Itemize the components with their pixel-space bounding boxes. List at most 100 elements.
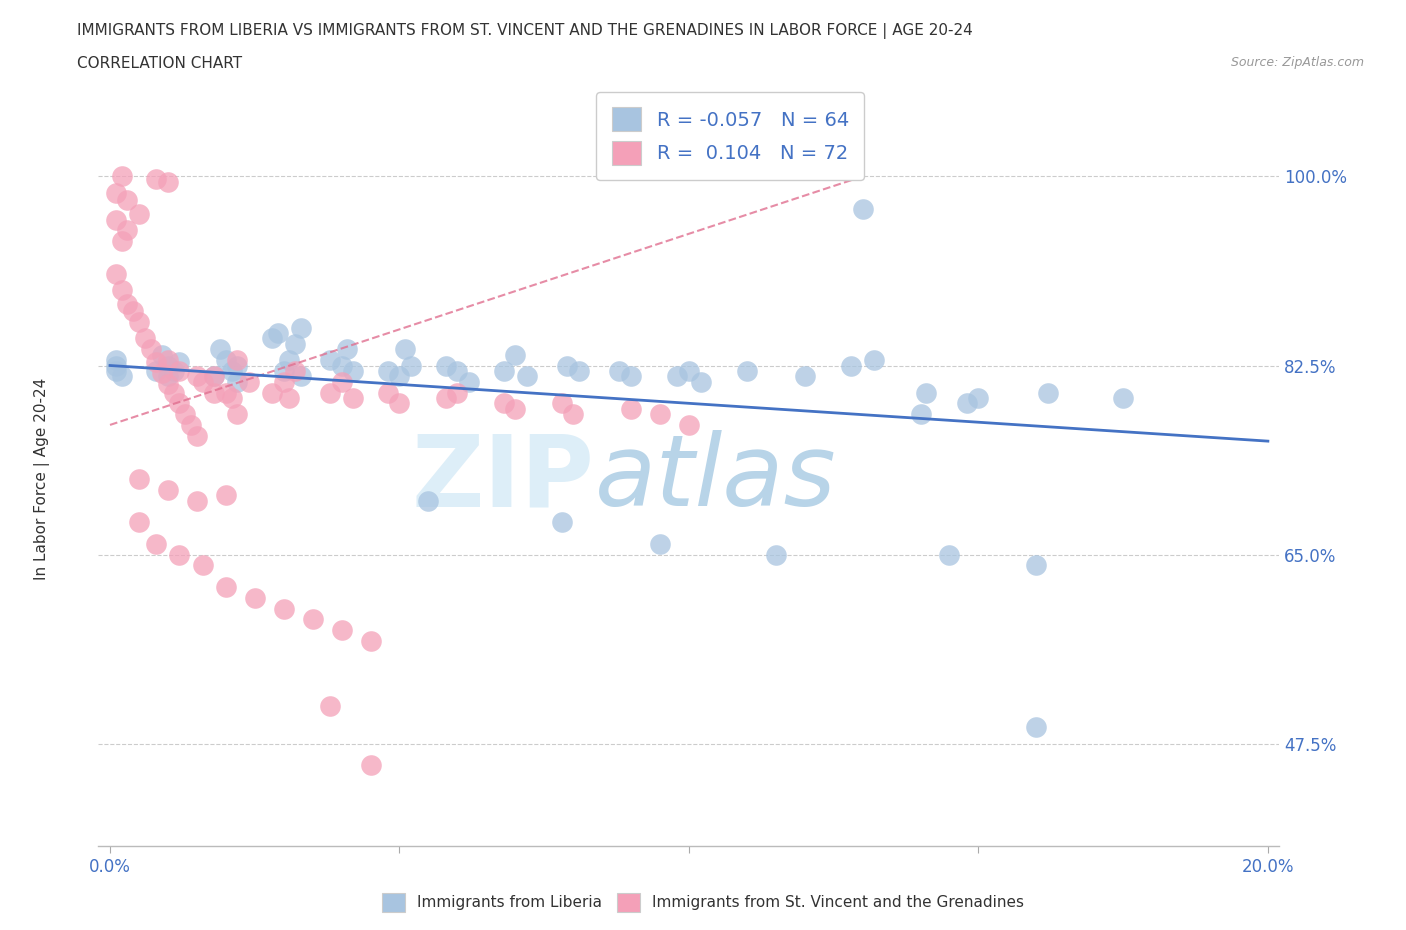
Point: [104, 352, 127, 367]
Point: [104, 212, 127, 227]
Point: [267, 326, 290, 340]
Point: [503, 347, 526, 362]
Point: [492, 396, 515, 411]
Text: ZIP: ZIP: [412, 431, 595, 527]
Point: [562, 406, 585, 421]
Point: [301, 612, 323, 627]
Point: [128, 206, 150, 221]
Point: [122, 304, 145, 319]
Point: [852, 202, 875, 217]
Point: [967, 391, 990, 405]
Point: [104, 364, 127, 379]
Point: [180, 418, 202, 432]
Point: [163, 385, 186, 400]
Point: [186, 493, 208, 508]
Point: [169, 355, 191, 370]
Point: [243, 591, 266, 605]
Point: [516, 369, 538, 384]
Point: [446, 364, 468, 379]
Point: [377, 364, 399, 379]
Point: [620, 401, 643, 416]
Point: [394, 342, 416, 357]
Point: [128, 315, 150, 330]
Point: [319, 352, 342, 367]
Point: [145, 364, 167, 379]
Point: [568, 364, 591, 379]
Point: [215, 487, 238, 502]
Point: [156, 352, 179, 367]
Point: [399, 358, 422, 373]
Point: [191, 374, 214, 389]
Point: [319, 385, 342, 400]
Point: [156, 175, 179, 190]
Point: [145, 537, 167, 551]
Point: [648, 406, 671, 421]
Point: [503, 401, 526, 416]
Point: [1344, 801, 1367, 816]
Point: [336, 342, 359, 357]
Point: [666, 369, 689, 384]
Point: [156, 483, 179, 498]
Point: [150, 365, 173, 380]
Point: [360, 758, 382, 773]
Point: [863, 352, 886, 367]
Point: [290, 320, 312, 335]
Point: [1025, 720, 1047, 735]
Point: [215, 352, 238, 367]
Point: [117, 193, 139, 207]
Legend: Immigrants from Liberia, Immigrants from St. Vincent and the Grenadines: Immigrants from Liberia, Immigrants from…: [375, 887, 1031, 918]
Point: [174, 406, 197, 421]
Point: [150, 347, 173, 362]
Point: [678, 364, 700, 379]
Point: [163, 364, 186, 379]
Point: [678, 418, 700, 432]
Point: [388, 396, 411, 411]
Point: [104, 358, 127, 373]
Point: [128, 514, 150, 529]
Point: [550, 514, 572, 529]
Point: [186, 369, 208, 384]
Point: [215, 385, 238, 400]
Point: [221, 364, 243, 379]
Point: [330, 623, 353, 638]
Point: [278, 352, 301, 367]
Point: [1036, 385, 1059, 400]
Point: [215, 579, 238, 594]
Point: [104, 185, 127, 200]
Point: [156, 358, 179, 373]
Point: [156, 377, 179, 392]
Point: [1112, 391, 1135, 405]
Point: [1025, 558, 1047, 573]
Point: [557, 358, 579, 373]
Point: [139, 342, 162, 357]
Point: [226, 358, 249, 373]
Point: [956, 396, 979, 411]
Point: [110, 369, 132, 384]
Point: [388, 369, 411, 384]
Point: [273, 374, 295, 389]
Point: [434, 358, 457, 373]
Point: [793, 369, 815, 384]
Point: [191, 558, 214, 573]
Point: [202, 369, 225, 384]
Point: [735, 364, 758, 379]
Point: [278, 391, 301, 405]
Point: [169, 547, 191, 562]
Point: [839, 358, 862, 373]
Point: [117, 297, 139, 312]
Point: [262, 385, 284, 400]
Point: [938, 547, 960, 562]
Point: [765, 547, 787, 562]
Point: [262, 331, 284, 346]
Y-axis label: In Labor Force | Age 20-24: In Labor Force | Age 20-24: [34, 378, 49, 580]
Point: [117, 223, 139, 238]
Point: [104, 266, 127, 281]
Point: [342, 391, 364, 405]
Point: [134, 331, 156, 346]
Point: [273, 364, 295, 379]
Point: [648, 537, 671, 551]
Text: atlas: atlas: [595, 431, 837, 527]
Point: [226, 406, 249, 421]
Point: [330, 358, 353, 373]
Point: [377, 385, 399, 400]
